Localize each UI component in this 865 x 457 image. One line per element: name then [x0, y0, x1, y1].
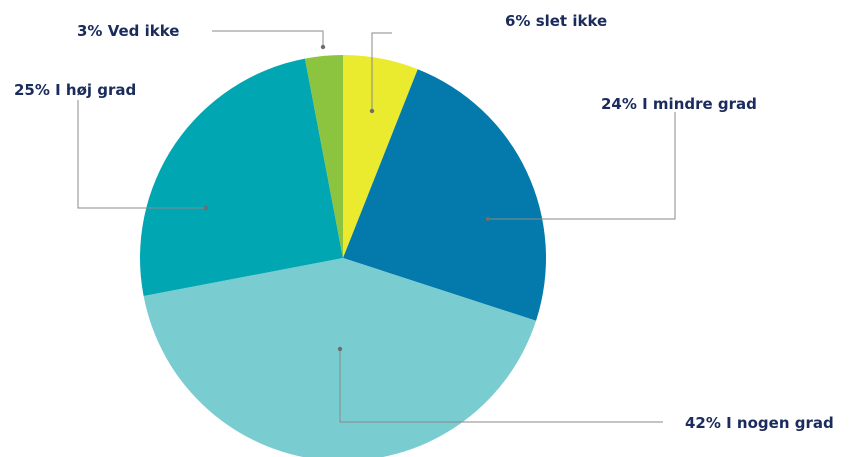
leader-line-1 [371, 32, 392, 111]
leader-line-5 [212, 30, 324, 47]
pie-slice-5 [304, 55, 343, 258]
pie-slice-2 [343, 69, 546, 321]
leader-dot-4 [203, 205, 209, 211]
slice-label-5: 3% Ved ikke [77, 22, 179, 40]
pie-slice-1 [343, 55, 418, 258]
slice-label-3: 42% I nogen grad [685, 414, 834, 432]
leader-dot-1 [369, 108, 375, 114]
slice-labels: 6% slet ikke 24% I mindre grad 42% I nogen… [14, 12, 834, 432]
slice-label-4: 25% I høj grad [14, 81, 136, 99]
slice-label-1: 6% slet ikke [505, 12, 607, 30]
leader-line-4 [77, 100, 206, 209]
leader-line-2 [488, 112, 676, 220]
leader-lines [77, 30, 676, 423]
leader-dot-3 [337, 346, 343, 352]
leader-line-3 [339, 349, 663, 423]
leader-dot-5 [320, 44, 326, 50]
pie-slices [140, 55, 546, 457]
pie-slice-4 [140, 58, 343, 297]
leader-dot-2 [485, 216, 491, 222]
slice-label-2: 24% I mindre grad [601, 95, 757, 113]
